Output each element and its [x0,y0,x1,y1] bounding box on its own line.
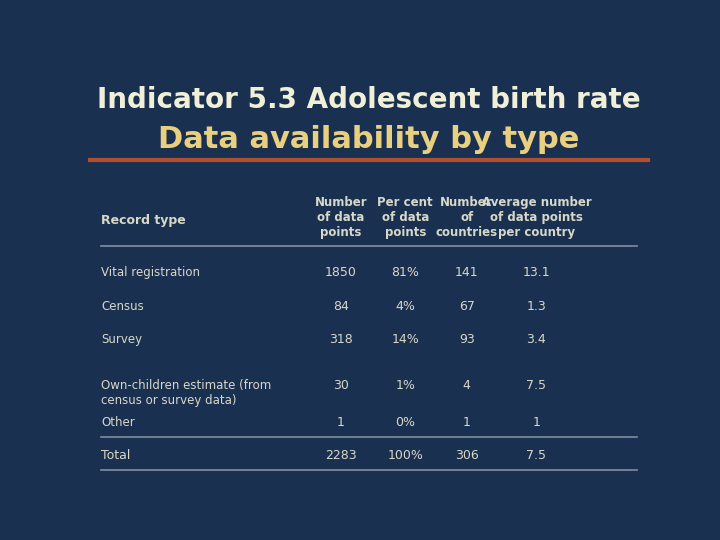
Text: 1.3: 1.3 [526,300,546,313]
Text: Number
of
countries: Number of countries [436,196,498,239]
Text: 30: 30 [333,379,349,392]
Text: Own-children estimate (from
census or survey data): Own-children estimate (from census or su… [101,379,271,407]
Text: 2283: 2283 [325,449,357,462]
Text: Census: Census [101,300,144,313]
Text: Number
of data
points: Number of data points [315,196,367,239]
Text: Data availability by type: Data availability by type [158,125,580,154]
Text: 306: 306 [455,449,479,462]
Text: 7.5: 7.5 [526,379,546,392]
Text: 67: 67 [459,300,474,313]
Text: Average number
of data points
per country: Average number of data points per countr… [482,196,591,239]
Text: Total: Total [101,449,130,462]
Text: Per cent
of data
points: Per cent of data points [377,196,433,239]
Text: 1: 1 [337,416,345,429]
Text: 1850: 1850 [325,266,357,280]
Text: 81%: 81% [392,266,419,280]
Text: 318: 318 [329,333,353,346]
Text: 7.5: 7.5 [526,449,546,462]
Text: 141: 141 [455,266,479,280]
Text: 3.4: 3.4 [526,333,546,346]
Text: Indicator 5.3 Adolescent birth rate: Indicator 5.3 Adolescent birth rate [97,85,641,113]
Text: 4%: 4% [395,300,415,313]
Text: 93: 93 [459,333,474,346]
Text: 1: 1 [463,416,471,429]
Text: 1%: 1% [395,379,415,392]
Text: 14%: 14% [392,333,419,346]
Text: 0%: 0% [395,416,415,429]
Text: Other: Other [101,416,135,429]
Text: Vital registration: Vital registration [101,266,200,280]
Text: 84: 84 [333,300,349,313]
Text: Survey: Survey [101,333,143,346]
Text: 13.1: 13.1 [523,266,550,280]
Text: 4: 4 [463,379,471,392]
Text: 100%: 100% [387,449,423,462]
Text: 1: 1 [533,416,540,429]
Text: Record type: Record type [101,214,186,227]
